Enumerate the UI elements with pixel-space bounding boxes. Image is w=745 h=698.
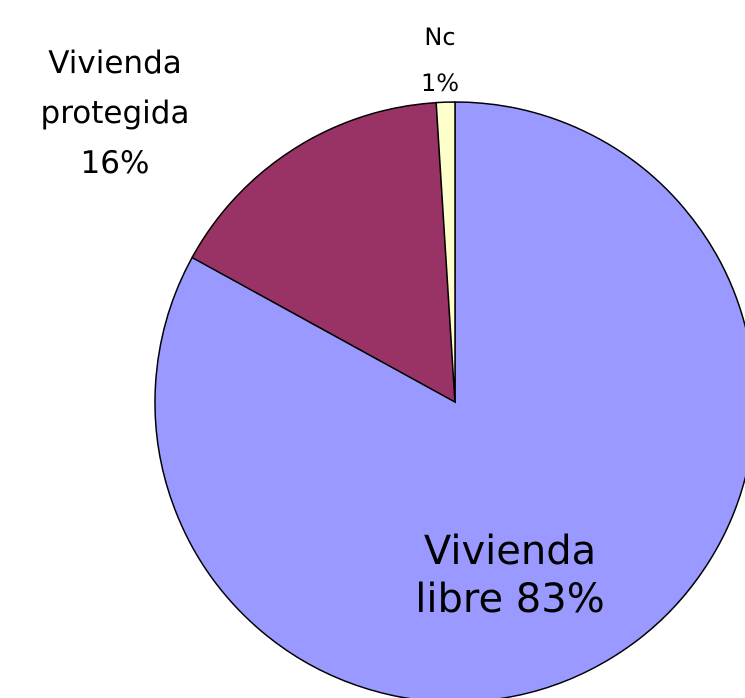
slice-label: Nc 1% <box>412 14 468 106</box>
category-label: Vivienda protegida <box>40 45 190 131</box>
pie-slice <box>435 101 456 403</box>
slice-label: Vivienda protegida 16% <box>5 38 225 188</box>
category-label: Nc <box>424 23 456 51</box>
slice-label: Vivienda libre 83% <box>380 527 640 623</box>
value-label: 83% <box>515 576 605 622</box>
value-label: 16% <box>80 145 150 181</box>
pie-slice <box>191 101 456 404</box>
value-label: 1% <box>420 69 460 97</box>
category-label: Vivienda libre <box>415 528 597 622</box>
